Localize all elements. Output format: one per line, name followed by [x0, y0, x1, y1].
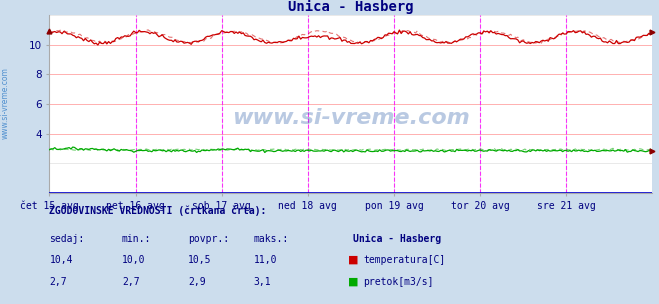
- Title: Unica - Hasberg: Unica - Hasberg: [288, 0, 414, 14]
- Text: sedaj:: sedaj:: [49, 234, 84, 244]
- Text: povpr.:: povpr.:: [188, 234, 229, 244]
- Text: 2,7: 2,7: [122, 277, 140, 287]
- Text: 10,5: 10,5: [188, 255, 212, 265]
- Text: 10,0: 10,0: [122, 255, 146, 265]
- Text: min.:: min.:: [122, 234, 152, 244]
- Text: ZGODOVINSKE VREDNOSTI (črtkana črta):: ZGODOVINSKE VREDNOSTI (črtkana črta):: [49, 206, 267, 216]
- Text: temperatura[C]: temperatura[C]: [363, 255, 445, 265]
- Text: ■: ■: [348, 255, 358, 265]
- Text: maks.:: maks.:: [254, 234, 289, 244]
- Text: Unica - Hasberg: Unica - Hasberg: [353, 234, 441, 244]
- Text: www.si-vreme.com: www.si-vreme.com: [1, 67, 10, 139]
- Text: 11,0: 11,0: [254, 255, 277, 265]
- Text: www.si-vreme.com: www.si-vreme.com: [232, 108, 470, 128]
- Text: pretok[m3/s]: pretok[m3/s]: [363, 277, 434, 287]
- Text: 2,7: 2,7: [49, 277, 67, 287]
- Text: 2,9: 2,9: [188, 277, 206, 287]
- Text: 10,4: 10,4: [49, 255, 73, 265]
- Text: ■: ■: [348, 277, 358, 287]
- Text: 3,1: 3,1: [254, 277, 272, 287]
